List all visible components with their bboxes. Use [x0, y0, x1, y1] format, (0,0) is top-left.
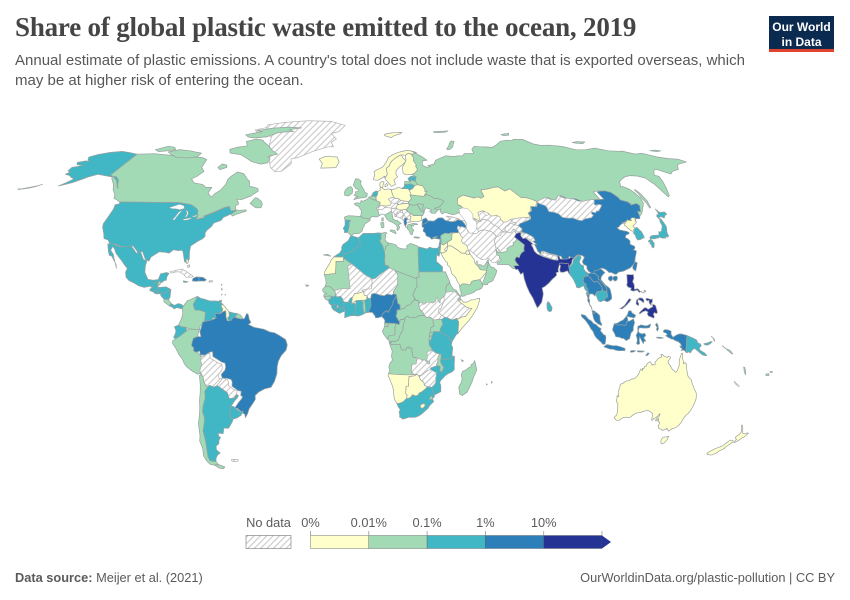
svg-text:No data: No data: [246, 515, 292, 530]
svg-text:0.1%: 0.1%: [413, 515, 442, 530]
svg-text:0.01%: 0.01%: [351, 515, 387, 530]
svg-text:10%: 10%: [531, 515, 557, 530]
svg-text:1%: 1%: [476, 515, 495, 530]
svg-text:0%: 0%: [301, 515, 320, 530]
